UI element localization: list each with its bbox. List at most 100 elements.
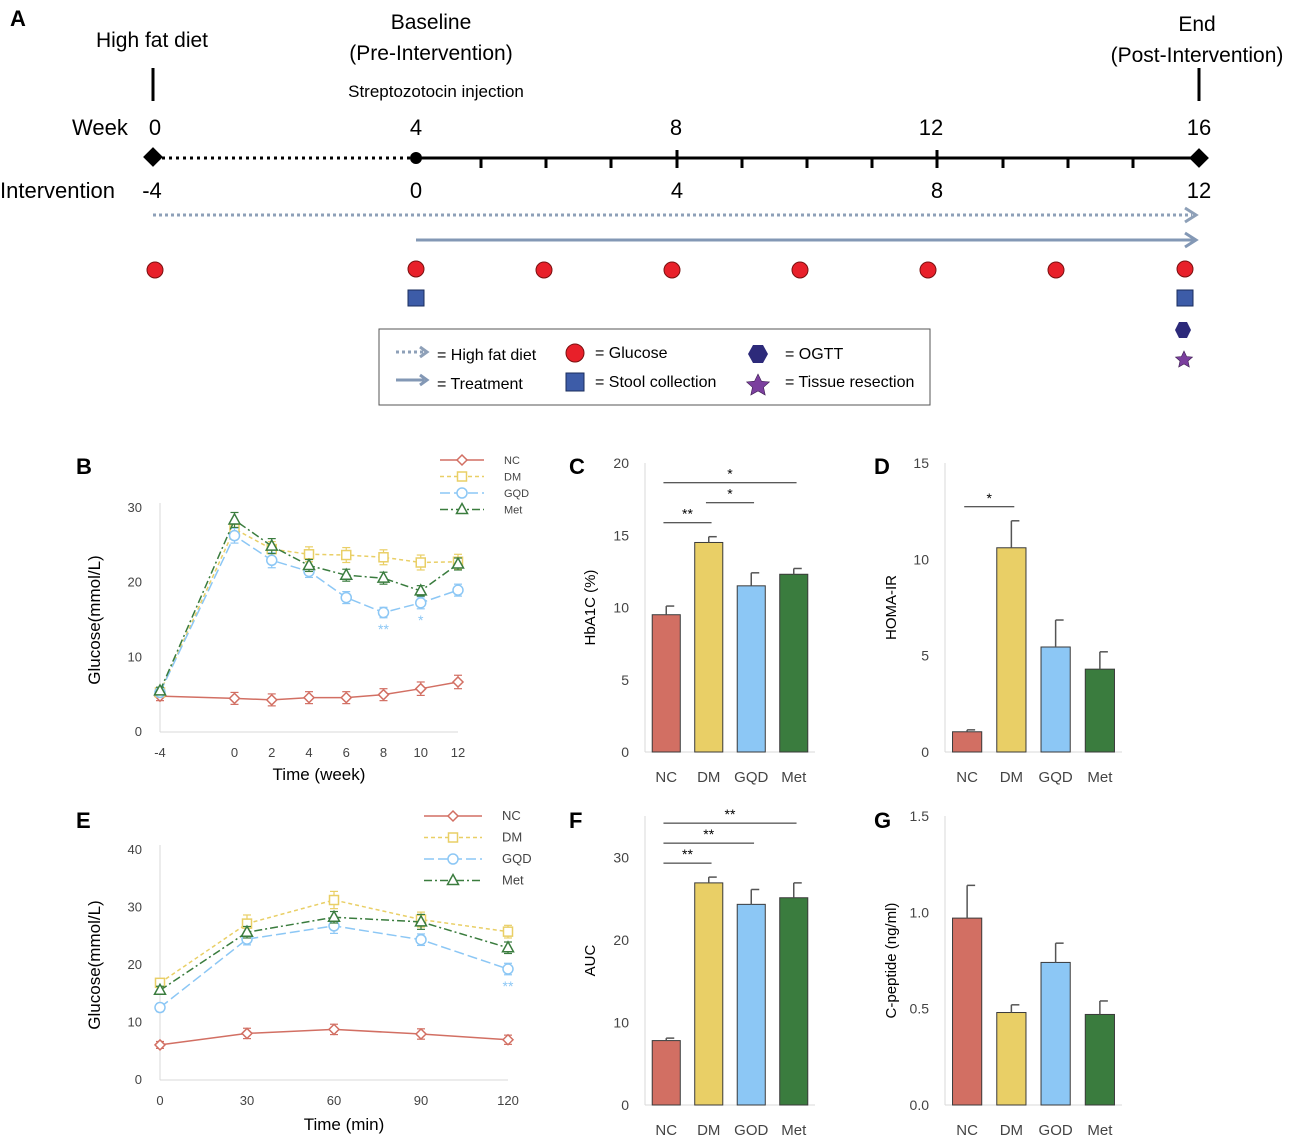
y-tick-label: 30 [613,849,629,865]
data-point-met [302,557,316,571]
data-point-nc [265,693,278,706]
data-point-dm [415,557,426,568]
start-diamond-marker [143,147,163,167]
tissue-resection-star-marker [1174,350,1194,368]
significance-label: * [987,490,993,506]
legend-label-dm: DM [502,830,522,845]
bar-nc [651,614,681,753]
legend-marker-gqd [456,487,468,499]
panel-g-bar-chart: 0.0 0.5 1.0 1.5 C-peptide (ng/ml) NC DM GQD Met [883,808,1122,1135]
data-point-met [451,556,465,569]
panel-b-label: B [76,454,92,479]
x-tick-label: 0 [231,745,238,760]
y-tick-label: 20 [613,455,629,471]
x-tick-label: 30 [240,1093,254,1108]
panel-g-label: G [874,808,891,833]
x-tick-label-nc: NC [956,769,978,786]
data-point-gqd [415,933,427,946]
legend-label-dm: DM [504,472,521,484]
data-point-met [227,512,242,525]
legend-glucose-icon [565,343,585,363]
data-point-gqd [340,591,352,604]
data-point-met [264,538,279,551]
data-point-met [339,567,354,580]
y-tick-label: 10 [913,551,929,567]
intervention-tick-0: 0 [410,178,422,203]
y-axis-title: AUC [582,944,599,976]
data-point-gqd [415,597,427,609]
x-tick-label: 10 [414,745,428,760]
week-tick-8: 8 [670,115,682,140]
panel-d-label: D [874,454,890,479]
panel-e-label: E [76,808,91,833]
y-tick-label: 0 [135,1072,142,1087]
data-point-met [376,570,391,583]
series-nc [153,674,465,707]
glucose-point [663,261,681,279]
x-tick-label-dm: DM [1000,769,1023,786]
y-tick-label: 1.0 [910,904,930,920]
series-line-dm [159,527,459,693]
label-end: End [1178,13,1215,36]
series-dm [154,890,514,989]
data-point-gqd [502,963,514,975]
significance-label: ** [682,506,693,522]
high-fat-diet-arrowhead [1184,206,1199,224]
bar-nc [651,1040,681,1106]
x-tick-label-dm: DM [1000,1122,1023,1135]
bar-met [779,573,809,753]
y-axis-title: HbA1C (%) [582,570,599,646]
data-point-nc [414,682,427,695]
y-axis-title: Glucose(mmol/L) [85,555,104,684]
y-tick-label: 0 [135,724,142,739]
data-point-met [413,583,428,596]
y-axis-title: Glucose(mmol/L) [85,900,104,1029]
legend-label-met: Met [502,873,524,888]
bar-nc [952,917,983,1106]
x-tick-label-gqd: GQD [734,1122,768,1135]
data-point-met [153,683,167,696]
data-point-nc [302,691,316,704]
data-point-met [153,982,167,996]
data-point-nc [377,688,390,701]
legend-marker-gqd [447,853,459,865]
legend-marker-dm [447,832,459,843]
data-point-met [240,924,254,937]
week-tick-0: 0 [149,115,161,140]
y-tick-label: 30 [128,900,142,915]
end-diamond-marker [1189,148,1209,168]
week-tick-16: 16 [1187,115,1211,140]
series-met [153,909,515,996]
panel-d-bar-chart: 0 5 10 15 HOMA-IR NC DM GQD Met * [883,455,1122,786]
data-point-met [501,940,515,953]
glucose-point [407,260,425,278]
legend-stool-label: = Stool collection [595,374,716,391]
x-tick-label: 4 [305,745,312,760]
data-point-met [414,914,428,927]
bar-nc [952,731,983,753]
data-point-nc [153,1038,167,1051]
legend-treatment-label: = Treatment [437,376,523,393]
y-tick-label: 15 [913,455,929,471]
label-high-fat-diet: High fat diet [96,29,208,52]
legend-hfd-arrowhead [419,345,430,359]
legend-ogtt-icon [748,345,768,363]
glucose-point [919,261,937,279]
x-axis-title: Time (week) [273,765,366,784]
baseline-dot-marker [410,152,422,164]
legend-tissue-icon [745,373,771,396]
stool-collection-end [1176,289,1194,307]
bar-gqd [1040,646,1071,753]
legend-glucose-label: = Glucose [595,345,668,362]
panel-f-bar-chart: 0 10 20 30 AUC NC DM GQD Met ** ** ** [582,806,815,1135]
x-tick-label-dm: DM [697,1122,720,1135]
x-tick-label-nc: NC [956,1122,978,1135]
y-tick-label: 20 [128,957,142,972]
x-axis-title: Time (min) [304,1115,385,1134]
week-tick-12: 12 [919,115,943,140]
y-axis-title: HOMA-IR [883,575,900,640]
data-point-nc [327,1023,341,1036]
legend-label-gqd: GQD [502,851,532,866]
label-baseline: Baseline [391,11,472,34]
panel-e-line-chart: 0 10 20 30 40 0 30 60 90 120 Time (min) Glucose(mmo… [85,808,532,1134]
